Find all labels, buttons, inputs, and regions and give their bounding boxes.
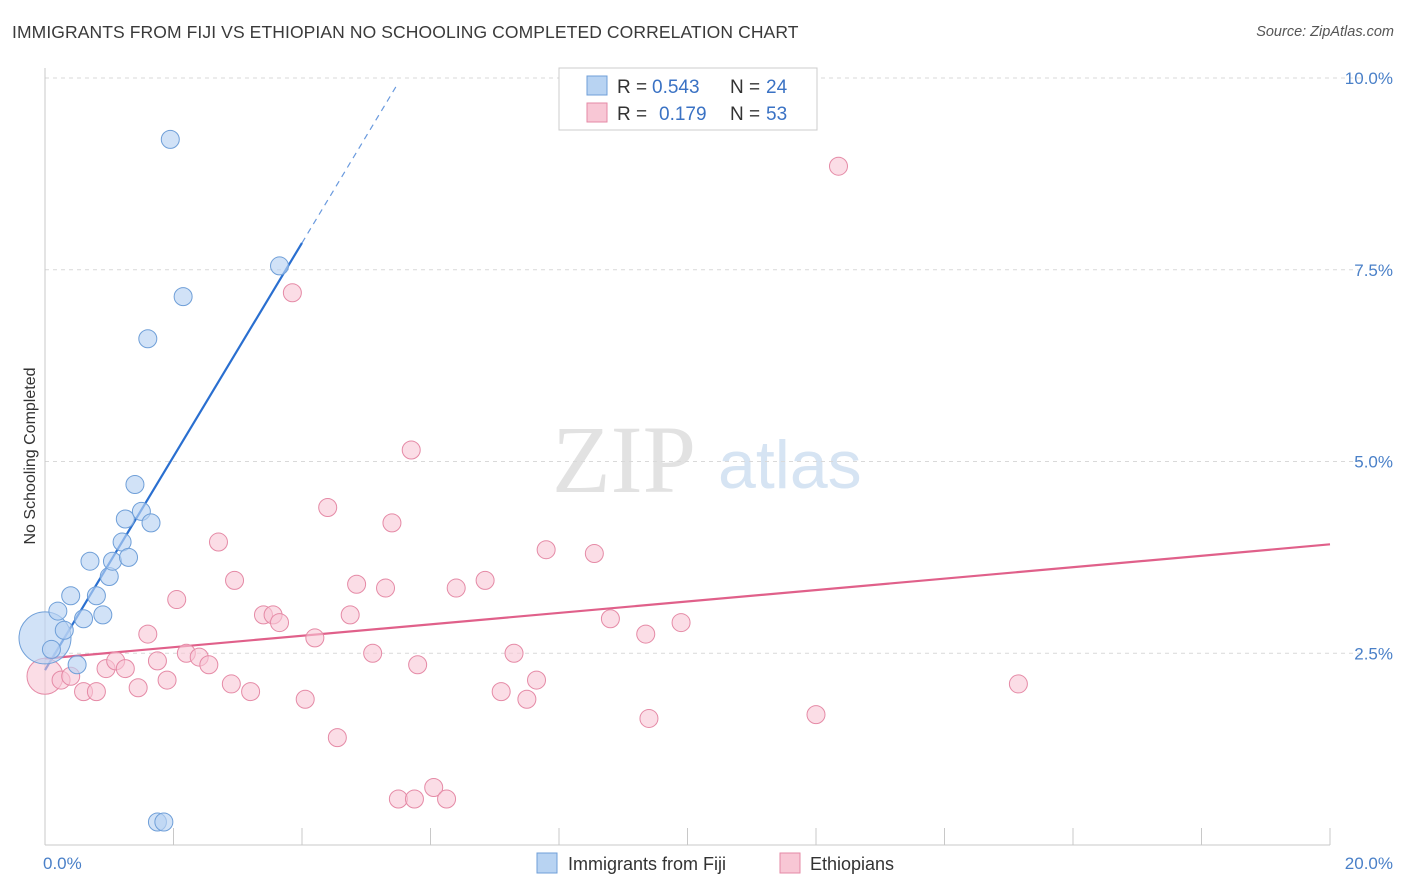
point-ethiopians-46	[584, 544, 604, 564]
y-tick-label-0: 2.5%	[1354, 644, 1393, 663]
x-tick-label-min: 0.0%	[43, 854, 82, 873]
point-fiji-17	[138, 329, 158, 349]
point-ethiopians-49	[639, 708, 659, 728]
point-ethiopians-32	[382, 513, 402, 533]
data-points	[18, 129, 1028, 832]
watermark-zip: ZIP	[552, 406, 696, 513]
point-ethiopians-24	[295, 689, 315, 709]
y-tick-label-3: 10.0%	[1345, 69, 1393, 88]
point-ethiopians-31	[376, 578, 396, 598]
source-label: Source: ZipAtlas.com	[1256, 24, 1394, 40]
point-fiji-3	[54, 620, 74, 640]
point-ethiopians-29	[347, 574, 367, 594]
point-ethiopians-41	[491, 682, 511, 702]
point-fiji-21	[160, 129, 180, 149]
point-fiji-8	[86, 586, 106, 606]
legend-n-value-ethiopians: 53	[766, 104, 787, 125]
y-tick-label-1: 5.0%	[1354, 453, 1393, 472]
y-tick-label-2: 7.5%	[1354, 261, 1393, 280]
point-ethiopians-26	[318, 498, 338, 518]
point-ethiopians-8	[128, 678, 148, 698]
bottom-legend-swatch-fiji	[536, 852, 558, 874]
gridlines	[45, 77, 1365, 654]
point-ethiopians-42	[504, 643, 524, 663]
point-ethiopians-4	[86, 682, 106, 702]
chart-title: IMMIGRANTS FROM FIJI VS ETHIOPIAN NO SCH…	[12, 22, 799, 42]
y-axis-tick-labels: 2.5% 5.0% 7.5% 10.0%	[1345, 69, 1393, 663]
bottom-legend-label-fiji: Immigrants from Fiji	[568, 854, 726, 874]
point-fiji-22	[173, 287, 193, 307]
legend-n-label-ethiopians: N =	[730, 104, 760, 125]
legend-swatch-ethiopians	[586, 102, 608, 123]
legend-r-value-fiji: 0.543	[652, 77, 700, 98]
correlation-legend: R = 0.543 N = 24 R = 0.179 N = 53	[558, 67, 818, 131]
point-fiji-5	[67, 655, 87, 675]
point-ethiopians-7	[115, 659, 135, 679]
point-ethiopians-35	[404, 789, 424, 809]
point-ethiopians-30	[363, 643, 383, 663]
point-fiji-23	[270, 256, 290, 276]
point-ethiopians-37	[424, 777, 444, 797]
point-ethiopians-33	[388, 789, 408, 809]
point-fiji-1	[41, 639, 61, 659]
point-fiji-14	[119, 547, 139, 567]
point-ethiopians-34	[401, 440, 421, 460]
point-ethiopians-19	[241, 682, 261, 702]
point-ethiopians-40	[475, 570, 495, 590]
point-fiji-6	[74, 609, 94, 629]
point-ethiopians-17	[221, 674, 241, 694]
point-ethiopians-36	[408, 655, 428, 675]
legend-n-label-fiji: N =	[730, 77, 760, 98]
legend-r-label-ethiopians: R =	[617, 104, 647, 125]
bottom-legend-label-ethiopians: Ethiopians	[810, 854, 894, 874]
point-ethiopians-23	[282, 283, 302, 303]
watermark-atlas: atlas	[718, 427, 862, 503]
point-ethiopians-25	[305, 628, 325, 648]
point-ethiopians-18	[225, 570, 245, 590]
legend-swatch-fiji	[586, 75, 608, 96]
point-ethiopians-39	[446, 578, 466, 598]
trend-line-ethiopians	[44, 543, 1331, 660]
trend-line-fiji-extension	[301, 82, 399, 244]
point-ethiopians-45	[536, 540, 556, 560]
point-ethiopians-43	[517, 689, 537, 709]
point-ethiopians-12	[167, 590, 187, 610]
point-ethiopians-9	[138, 624, 158, 644]
point-ethiopians-53	[1008, 674, 1028, 694]
point-fiji-13	[115, 509, 135, 529]
series-legend: Immigrants from Fiji Ethiopians	[536, 852, 894, 874]
point-ethiopians-27	[327, 728, 347, 748]
point-fiji-2	[48, 601, 68, 621]
x-axis-ticks	[44, 828, 1331, 845]
point-fiji-10	[99, 567, 119, 587]
legend-r-value-ethiopians: 0.179	[659, 104, 707, 125]
point-ethiopians-52	[828, 156, 848, 176]
point-fiji-15	[125, 475, 145, 495]
point-fiji-18	[141, 513, 161, 533]
point-fiji-4	[61, 586, 81, 606]
point-ethiopians-28	[340, 605, 360, 625]
legend-n-value-fiji: 24	[766, 77, 788, 98]
point-ethiopians-51	[806, 705, 826, 725]
point-fiji-7	[80, 551, 100, 571]
y-axis-label: No Schooling Completed	[22, 368, 39, 545]
point-ethiopians-50	[671, 613, 691, 633]
bottom-legend-swatch-ethiopians	[779, 852, 801, 874]
point-ethiopians-16	[208, 532, 228, 552]
point-fiji-9	[93, 605, 113, 625]
point-ethiopians-10	[147, 651, 167, 671]
point-ethiopians-44	[527, 670, 547, 690]
point-ethiopians-22	[270, 613, 290, 633]
point-ethiopians-38	[437, 789, 457, 809]
point-ethiopians-47	[600, 609, 620, 629]
point-ethiopians-11	[157, 670, 177, 690]
legend-r-label-fiji: R =	[617, 77, 647, 98]
point-ethiopians-15	[199, 655, 219, 675]
point-fiji-20	[154, 812, 174, 832]
point-ethiopians-48	[636, 624, 656, 644]
point-fiji-11	[102, 551, 122, 571]
x-tick-label-max: 20.0%	[1345, 854, 1393, 873]
